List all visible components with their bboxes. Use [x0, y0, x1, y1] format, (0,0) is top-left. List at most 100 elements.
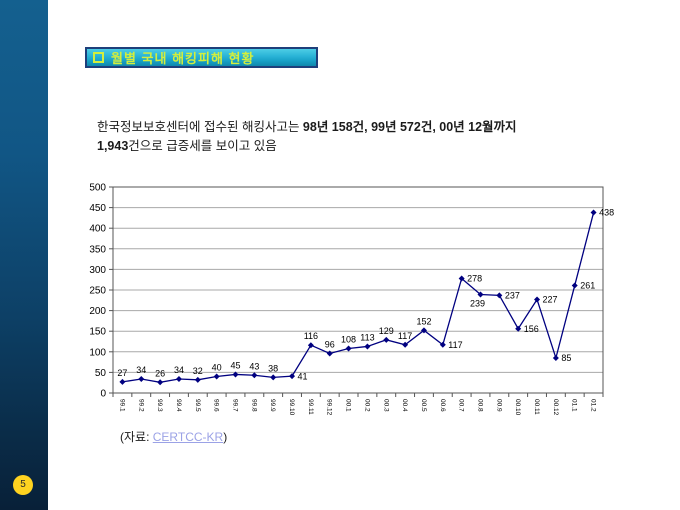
diamond-marker	[552, 354, 559, 361]
x-axis-label: 00.3	[382, 399, 389, 412]
diamond-marker	[515, 325, 522, 332]
data-label: 261	[580, 281, 595, 291]
diamond-marker	[251, 372, 258, 379]
x-axis-label: 00.5	[420, 399, 427, 412]
data-label: 34	[136, 365, 146, 375]
y-axis-label: 150	[89, 327, 106, 338]
data-label: 45	[230, 360, 240, 370]
page-number-badge: 5	[13, 475, 33, 495]
diamond-marker	[307, 342, 314, 349]
data-label: 41	[298, 371, 308, 381]
data-label: 117	[448, 340, 462, 350]
data-label: 117	[398, 331, 412, 341]
data-label: 438	[599, 208, 614, 218]
source-label-suffix: )	[223, 430, 228, 444]
data-label: 116	[304, 331, 318, 341]
body-text-segment: 98년 158건, 99년 572건, 00년 12월까지	[302, 120, 517, 134]
diamond-marker	[571, 282, 578, 289]
diamond-marker	[345, 345, 352, 352]
diamond-marker	[119, 378, 126, 385]
data-label: 129	[379, 326, 394, 336]
y-axis-label: 450	[89, 203, 106, 214]
y-axis-label: 200	[89, 306, 106, 317]
diamond-marker	[326, 350, 333, 357]
x-axis-label: 99.9	[269, 399, 276, 412]
slide-title-banner: 월별 국내 해킹피해 현황	[85, 47, 318, 68]
body-text-segment: 건으로 급증세를 보이고 있음	[128, 139, 277, 153]
y-axis-label: 50	[95, 368, 107, 379]
x-axis-label: 00.1	[345, 399, 352, 412]
x-axis-label: 00.10	[514, 399, 521, 416]
diamond-marker	[402, 341, 409, 348]
x-axis-label: 00.9	[495, 399, 502, 412]
data-label: 237	[505, 291, 520, 301]
x-axis-label: 99.10	[288, 399, 295, 416]
data-label: 34	[174, 365, 184, 375]
slide-title: 월별 국내 해킹피해 현황	[111, 51, 255, 66]
data-label: 113	[360, 332, 374, 342]
body-text-segment: 1,943	[97, 139, 129, 153]
diamond-marker	[420, 327, 427, 334]
diamond-marker	[590, 209, 597, 216]
diamond-marker	[534, 296, 541, 303]
square-bullet-icon	[93, 52, 104, 63]
y-axis-label: 100	[89, 347, 106, 358]
body-text-line: 1,943건으로 급증세를 보이고 있음	[97, 137, 613, 156]
x-axis-label: 99.4	[175, 399, 182, 412]
x-axis-label: 00.2	[363, 399, 370, 412]
x-axis-label: 99.11	[307, 399, 314, 415]
diamond-marker	[496, 292, 503, 299]
data-label: 27	[117, 368, 127, 378]
chart-svg: 0 50 100 150 200 250 300 350 400 450 500 99.1 99.2 99…	[89, 183, 614, 416]
page-number: 5	[20, 479, 26, 490]
x-axis-label: 99.2	[137, 399, 144, 412]
diamond-marker	[232, 371, 239, 378]
data-label: 227	[543, 295, 558, 305]
source-line: (자료: CERTCC-KR)	[120, 428, 227, 445]
x-axis-label: 99.5	[194, 399, 201, 412]
certcc-kr-link[interactable]: CERTCC-KR	[152, 430, 224, 444]
x-axis-label: 01.1	[571, 399, 578, 412]
body-text-segment: 한국정보보호센터에 접수된 해킹사고는	[97, 120, 303, 134]
diamond-marker	[157, 379, 164, 386]
x-axis-label: 99.12	[326, 399, 333, 416]
x-axis-label: 99.7	[232, 399, 239, 412]
data-label: 108	[341, 335, 356, 345]
x-axis-label: 99.6	[213, 399, 220, 412]
x-axis-label: 00.7	[458, 399, 465, 412]
x-axis-label: 99.8	[250, 399, 257, 412]
y-axis-label: 500	[89, 183, 106, 194]
x-axis-label: 00.8	[477, 399, 484, 412]
y-axis-label: 300	[89, 265, 106, 276]
diamond-marker	[175, 375, 182, 382]
x-axis-label: 01.2	[590, 399, 597, 412]
data-label: 85	[561, 353, 571, 363]
diamond-marker	[364, 343, 371, 350]
data-label: 38	[268, 363, 278, 373]
diamond-marker	[439, 341, 446, 348]
x-axis-label: 99.1	[118, 399, 125, 412]
y-axis-label: 400	[89, 224, 106, 235]
series-line	[122, 212, 595, 383]
diamond-marker	[213, 373, 220, 380]
data-label: 40	[212, 363, 222, 373]
body-text-line: 한국정보보호센터에 접수된 해킹사고는 98년 158건, 99년 572건, …	[97, 118, 613, 137]
data-label: 152	[416, 316, 431, 326]
diamond-marker	[270, 374, 277, 381]
data-label: 43	[249, 361, 259, 371]
x-axis-label: 00.6	[439, 399, 446, 412]
body-text: 한국정보보호센터에 접수된 해킹사고는 98년 158건, 99년 572건, …	[97, 118, 613, 156]
diamond-marker	[194, 376, 201, 383]
data-label: 156	[524, 324, 539, 334]
x-axis-label: 00.11	[533, 399, 540, 415]
x-axis-label: 00.4	[401, 399, 408, 412]
diamond-marker	[383, 336, 390, 343]
slide-sidebar: 5	[0, 0, 48, 510]
source-label-prefix: (자료:	[120, 430, 153, 444]
x-axis-label: 00.12	[552, 399, 559, 416]
data-label: 32	[193, 366, 203, 376]
data-label: 278	[467, 274, 482, 284]
diamond-marker	[477, 291, 484, 298]
data-label: 96	[325, 339, 335, 349]
